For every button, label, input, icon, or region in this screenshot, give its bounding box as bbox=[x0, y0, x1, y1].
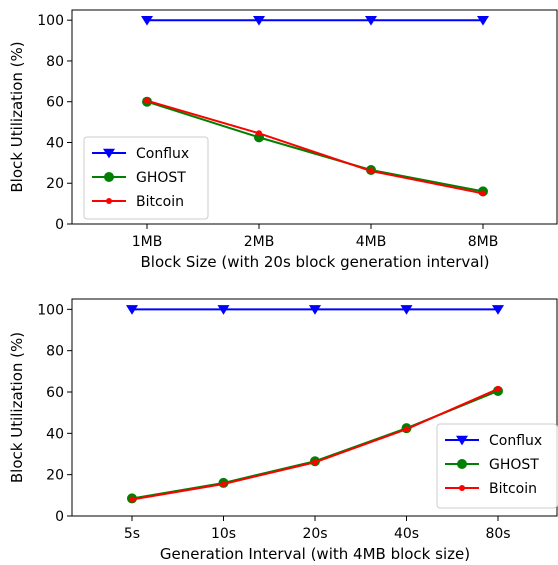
y-tick-label: 20 bbox=[46, 468, 64, 484]
y-axis-label: Block Utilization (%) bbox=[8, 41, 26, 192]
y-tick-label: 80 bbox=[46, 54, 64, 70]
y-tick-label: 100 bbox=[37, 13, 64, 29]
chart-1: 0 20 40 60 80 100 1MB 2MB 4MB 8MB Block Size (with… bbox=[8, 9, 558, 271]
y-tick-label: 20 bbox=[46, 176, 64, 192]
legend-marker bbox=[457, 459, 467, 469]
data-point bbox=[492, 305, 504, 315]
x-axis-label: Generation Interval (with 4MB block size… bbox=[160, 545, 470, 563]
series-conflux bbox=[141, 15, 489, 26]
series-conflux bbox=[126, 305, 504, 315]
legend-marker bbox=[459, 485, 465, 491]
x-tick-label: 10s bbox=[211, 526, 236, 542]
data-point bbox=[495, 385, 501, 392]
data-point bbox=[309, 305, 321, 315]
legend-marker bbox=[103, 148, 115, 159]
data-point bbox=[126, 305, 138, 315]
x-tick-label: 20s bbox=[302, 526, 327, 542]
chart-2: 0 20 40 60 80 100 5s 10s 20s 40s 80s Generation Int… bbox=[8, 298, 558, 563]
x-axis-label: Block Size (with 20s block generation in… bbox=[141, 253, 490, 271]
data-point bbox=[217, 305, 230, 315]
data-point bbox=[144, 97, 150, 104]
legend-label: Bitcoin bbox=[489, 481, 537, 497]
data-point bbox=[477, 15, 489, 26]
legend-label: Bitcoin bbox=[136, 194, 184, 210]
data-point bbox=[365, 15, 377, 26]
legend-label: GHOST bbox=[136, 170, 186, 186]
legend-marker bbox=[106, 198, 112, 204]
y-tick-label: 100 bbox=[37, 302, 64, 318]
legend-frame bbox=[83, 136, 209, 220]
y-tick-label: 60 bbox=[46, 385, 64, 401]
y-axis-label: Block Utilization (%) bbox=[8, 332, 26, 483]
x-tick-label: 1MB bbox=[132, 234, 163, 250]
legend: Conflux GHOST Bitcoin bbox=[83, 136, 209, 220]
y-tick-label: 40 bbox=[46, 426, 64, 442]
x-tick-label: 4MB bbox=[356, 234, 387, 250]
plot-frame bbox=[71, 9, 558, 225]
legend-marker bbox=[456, 435, 468, 446]
legend-marker bbox=[104, 172, 114, 182]
legend: Conflux GHOST Bitcoin bbox=[436, 423, 558, 509]
data-point bbox=[256, 130, 262, 137]
y-tick-label: 0 bbox=[55, 217, 64, 233]
series-bitcoin bbox=[144, 97, 486, 197]
data-point bbox=[400, 305, 413, 315]
legend-label: GHOST bbox=[489, 457, 539, 473]
legend-label: Conflux bbox=[136, 146, 189, 162]
data-point bbox=[141, 15, 153, 26]
data-point bbox=[220, 480, 227, 487]
y-tick-label: 40 bbox=[46, 135, 64, 151]
series-bitcoin bbox=[129, 385, 501, 503]
data-point bbox=[129, 496, 135, 503]
series-line bbox=[146, 99, 484, 195]
x-tick-label: 5s bbox=[124, 526, 140, 542]
data-point bbox=[312, 459, 318, 466]
data-point bbox=[403, 426, 410, 433]
x-tick-label: 8MB bbox=[468, 234, 499, 250]
x-tick-label: 40s bbox=[394, 526, 419, 542]
x-tick-label: 80s bbox=[485, 526, 510, 542]
x-tick-label: 2MB bbox=[244, 234, 275, 250]
data-point bbox=[480, 190, 486, 197]
series-line bbox=[146, 100, 484, 193]
y-tick-label: 0 bbox=[55, 509, 64, 525]
legend-label: Conflux bbox=[489, 433, 542, 449]
y-tick-label: 80 bbox=[46, 344, 64, 360]
data-point bbox=[253, 15, 265, 26]
data-point bbox=[368, 168, 374, 175]
y-tick-label: 60 bbox=[46, 95, 64, 111]
